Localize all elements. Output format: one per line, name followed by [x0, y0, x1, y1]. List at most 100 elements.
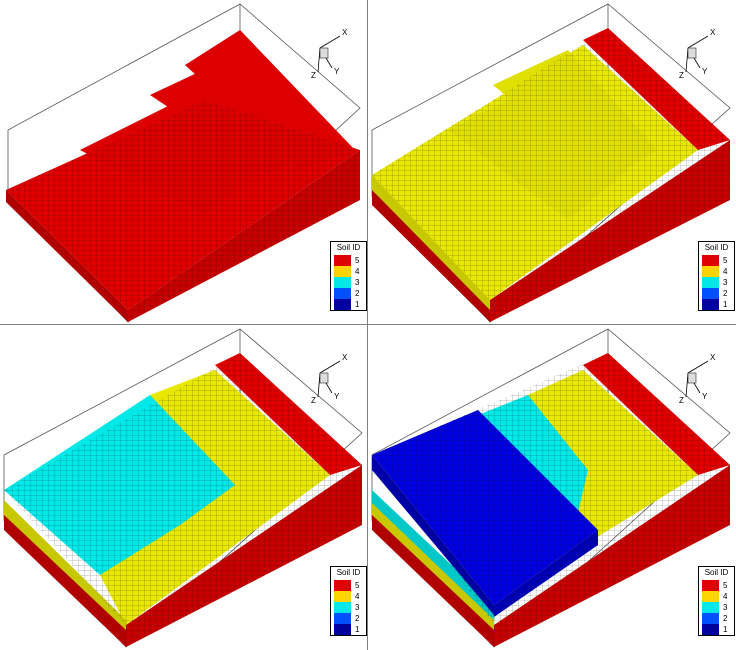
- axis-y-label: Y: [334, 67, 340, 76]
- legend-label-1: 1: [723, 625, 728, 634]
- axis-z-line: [317, 372, 321, 398]
- legend-swatch-3: [334, 277, 351, 288]
- legend-label-2: 2: [355, 614, 360, 623]
- soil-legend-3: Soil ID 5 4 3 2 1: [330, 566, 367, 636]
- axis-x-label: X: [710, 28, 716, 37]
- soil-layer-4-front: [372, 500, 494, 630]
- legend-swatch-5: [334, 580, 351, 591]
- legend-label-5: 5: [723, 256, 728, 265]
- legend-swatch-3: [334, 602, 351, 613]
- legend-label-3: 3: [723, 603, 728, 612]
- model-view-4: [371, 328, 731, 648]
- soil-layer-5-front: [372, 510, 494, 647]
- side-grid: [128, 150, 360, 322]
- legend-title: Soil ID: [336, 243, 361, 252]
- legend-swatch-5: [702, 580, 719, 591]
- grid-overlay: [6, 100, 360, 310]
- legend-swatch-1: [702, 624, 719, 635]
- legend-title: Soil ID: [704, 568, 729, 577]
- soil-layer-3-front: [372, 490, 494, 620]
- axis-triad-3: X Y Z: [311, 353, 348, 405]
- legend-label-5: 5: [723, 581, 728, 590]
- axis-z-line: [685, 372, 689, 398]
- legend-swatch-2: [334, 288, 351, 299]
- side-grid: [126, 465, 362, 647]
- panel-stage-3: X Y Z Soil ID 5 4 3 2 1: [0, 325, 368, 650]
- axis-y-label: Y: [702, 392, 708, 401]
- axis-x-label: X: [342, 28, 348, 37]
- legend-label-4: 4: [723, 267, 728, 276]
- soil-layer-4-front: [4, 500, 126, 630]
- vertical-divider: [367, 0, 368, 650]
- soil-layer-5-front: [6, 190, 128, 322]
- legend-label-1: 1: [723, 300, 728, 309]
- legend-swatch-4: [702, 591, 719, 602]
- panel-stage-4: X Y Z Soil ID 5 4 3 2 1: [368, 325, 736, 650]
- model-view-3: [3, 328, 363, 648]
- legend-swatch-3: [702, 277, 719, 288]
- legend-label-3: 3: [355, 603, 360, 612]
- axis-z-label: Z: [679, 71, 684, 80]
- horizontal-divider: [0, 324, 736, 325]
- axis-x-line: [687, 360, 709, 374]
- axis-z-label: Z: [311, 396, 316, 405]
- panel-stage-1: X Y Z Soil ID 5 4 3 2 1: [0, 0, 368, 325]
- legend-label-1: 1: [355, 625, 360, 634]
- legend-swatch-2: [702, 288, 719, 299]
- legend-swatch-5: [334, 255, 351, 266]
- axis-x-label: X: [342, 353, 348, 362]
- model-view-2: [371, 3, 731, 323]
- legend-title: Soil ID: [336, 568, 361, 577]
- legend-label-2: 2: [723, 289, 728, 298]
- legend-title: Soil ID: [704, 243, 729, 252]
- legend-label-4: 4: [355, 592, 360, 601]
- soil-legend-1: Soil ID 5 4 3 2 1: [330, 241, 367, 311]
- legend-swatch-1: [702, 299, 719, 310]
- axis-x-line: [319, 35, 341, 49]
- soil-layer-5-front: [372, 190, 490, 322]
- axis-cube: [687, 47, 697, 59]
- axis-triad-1: X Y Z: [311, 28, 348, 80]
- axis-triad-2: X Y Z: [679, 28, 716, 80]
- grid-overlay: [372, 353, 730, 625]
- legend-swatch-1: [334, 624, 351, 635]
- legend-swatch-3: [702, 602, 719, 613]
- legend-label-5: 5: [355, 581, 360, 590]
- axis-y-label: Y: [702, 67, 708, 76]
- axis-triad-4: X Y Z: [679, 353, 716, 405]
- side-grid: [494, 465, 730, 647]
- axis-z-line: [685, 47, 689, 73]
- soil-legend-2: Soil ID 5 4 3 2 1: [698, 241, 735, 311]
- legend-label-3: 3: [723, 278, 728, 287]
- legend-swatch-1: [334, 299, 351, 310]
- legend-swatch-2: [334, 613, 351, 624]
- legend-swatch-4: [702, 266, 719, 277]
- soil-legend-4: Soil ID 5 4 3 2 1: [698, 566, 735, 636]
- legend-label-2: 2: [723, 614, 728, 623]
- grid-overlay: [4, 353, 362, 625]
- legend-label-4: 4: [355, 267, 360, 276]
- soil-layer-4-front: [372, 175, 490, 310]
- axis-z-label: Z: [311, 71, 316, 80]
- legend-label-1: 1: [355, 300, 360, 309]
- legend-swatch-4: [334, 266, 351, 277]
- legend-label-4: 4: [723, 592, 728, 601]
- legend-label-5: 5: [355, 256, 360, 265]
- axis-z-line: [317, 47, 321, 73]
- grid-overlay: [372, 28, 730, 300]
- axis-x-line: [687, 35, 709, 49]
- axis-cube: [687, 372, 697, 384]
- soil-layer-5-front: [4, 510, 126, 647]
- panel-stage-2: X Y Z Soil ID 5 4 3 2 1: [368, 0, 736, 325]
- side-grid: [490, 140, 730, 322]
- axis-y-label: Y: [334, 392, 340, 401]
- legend-label-3: 3: [355, 278, 360, 287]
- axis-x-line: [319, 360, 341, 374]
- axis-z-label: Z: [679, 396, 684, 405]
- model-view-1: [6, 3, 361, 323]
- legend-label-2: 2: [355, 289, 360, 298]
- axis-cube: [319, 372, 329, 384]
- legend-swatch-5: [702, 255, 719, 266]
- legend-swatch-2: [702, 613, 719, 624]
